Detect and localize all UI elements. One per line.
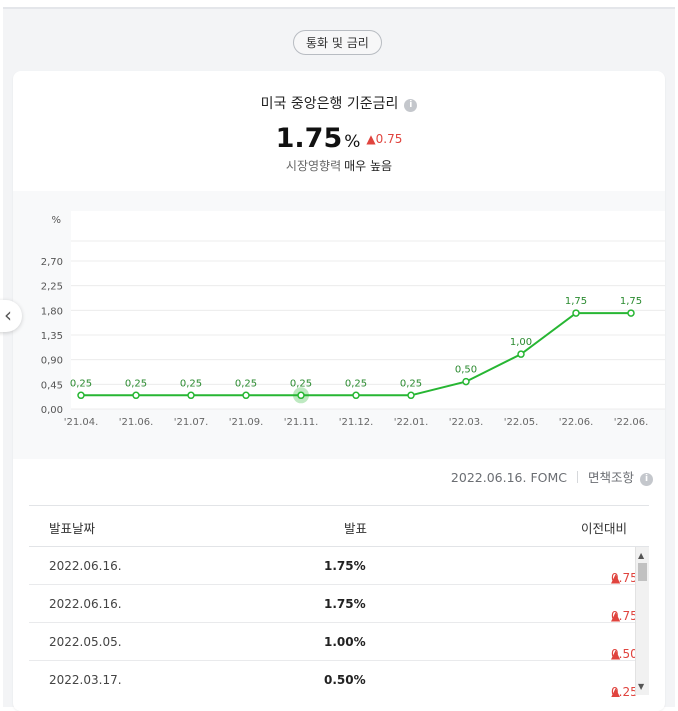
x-tick-label: '22.06. <box>614 417 649 428</box>
data-label: 1,75 <box>620 296 642 307</box>
source-row: 2022.06.16. FOMC 면책조항 i <box>451 467 653 486</box>
card-title: 미국 중앙은행 기준금리 i <box>13 93 665 113</box>
scroll-thumb[interactable] <box>638 563 647 581</box>
impact-label: 시장영향력 <box>285 159 342 173</box>
card-title-text: 미국 중앙은행 기준금리 <box>260 96 399 112</box>
y-tick-label: 2,25 <box>41 282 63 293</box>
data-point <box>132 391 140 400</box>
data-label: 0,25 <box>235 378 257 389</box>
scroll-down-icon[interactable]: ▼ <box>638 682 645 691</box>
data-point <box>627 309 635 317</box>
rate-unit: % <box>344 132 361 152</box>
y-tick-label: 1,80 <box>41 306 63 317</box>
rate-card: 미국 중앙은행 기준금리 i 1.75% ▲0.75 시장영향력 매우 높음 0,00… <box>13 71 665 711</box>
data-point <box>407 391 415 400</box>
x-tick-label: '21.11. <box>284 417 319 428</box>
data-point <box>77 391 85 400</box>
x-tick-label: '22.03. <box>449 417 484 428</box>
row-date: 2022.03.17. <box>49 673 122 687</box>
data-point <box>517 350 525 358</box>
y-tick-label: 0,00 <box>41 405 63 416</box>
x-tick-label: '21.04. <box>64 417 99 428</box>
y-tick-label: 2,70 <box>41 257 63 268</box>
rate-chart: 0,00 0,45 0,90 1,35 1,80 2,25 2,70% '21.04. '21.… <box>13 191 665 459</box>
market-impact: 시장영향력 매우 높음 <box>13 157 665 174</box>
row-date: 2022.06.16. <box>49 597 122 611</box>
data-label: 0,25 <box>400 378 422 389</box>
up-triangle-icon: ▲ <box>611 571 621 585</box>
info-icon[interactable]: i <box>404 99 418 112</box>
row-value: 0.50% <box>324 673 366 687</box>
row-value: 1.00% <box>324 635 366 649</box>
header-value: 발표 <box>344 521 368 536</box>
chevron-left-icon[interactable]: ‹ <box>0 300 22 332</box>
row-value: 1.75% <box>324 559 366 573</box>
data-point <box>462 377 470 386</box>
data-point <box>187 391 195 400</box>
data-point <box>572 309 580 317</box>
impact-value: 매우 높음 <box>344 159 393 173</box>
data-label: 0,25 <box>345 378 367 389</box>
rate-display: 1.75% ▲0.75 <box>13 123 665 154</box>
disclaimer-info-icon[interactable]: i <box>640 473 653 486</box>
panel-container: 통화 및 금리 미국 중앙은행 기준금리 i 1.75% ▲0.75 시장영향력 매우… <box>3 7 675 711</box>
table-row: 2022.06.16. 1.75% ▲ 0.75 <box>29 547 649 585</box>
row-value: 1.75% <box>324 597 366 611</box>
data-label: 1,00 <box>510 337 532 348</box>
x-tick-label: '22.01. <box>394 417 429 428</box>
y-tick-label: 0,90 <box>41 356 63 367</box>
data-label: 0,25 <box>180 378 202 389</box>
x-tick-label: '21.06. <box>119 417 154 428</box>
data-label: 1,75 <box>565 296 587 307</box>
history-table: 발표날짜 발표 이전대비 2022.06.16. 1.75% ▲ 0.75 202… <box>29 505 649 697</box>
row-date: 2022.05.05. <box>49 635 122 649</box>
y-axis-label: % <box>51 215 61 226</box>
data-label: 0,25 <box>125 378 147 389</box>
x-tick-label: '21.07. <box>174 417 209 428</box>
line-chart: 0,00 0,45 0,90 1,35 1,80 2,25 2,70% '21.04. '21.… <box>41 211 665 428</box>
scroll-up-icon[interactable]: ▲ <box>638 551 645 560</box>
up-triangle-icon: ▲ <box>611 647 621 661</box>
x-tick-label: '21.09. <box>229 417 264 428</box>
table-row: 2022.06.16. 1.75% ▲ 0.75 <box>29 585 649 623</box>
table-body: 2022.06.16. 1.75% ▲ 0.75 2022.06.16. 1.75… <box>29 547 649 697</box>
table-header: 발표날짜 발표 이전대비 <box>29 505 649 547</box>
rate-change: ▲0.75 <box>366 132 403 146</box>
up-triangle-icon: ▲ <box>611 609 621 623</box>
data-point <box>352 391 360 400</box>
up-triangle-icon: ▲ <box>611 685 621 697</box>
disclaimer-link[interactable]: 면책조항 <box>587 470 634 485</box>
data-point <box>242 391 250 400</box>
table-row: 2022.03.17. 0.50% ▲ 0.25 <box>29 661 649 697</box>
table-scrollbar[interactable]: ▲ ▼ <box>635 547 649 695</box>
source-label: 2022.06.16. FOMC <box>450 470 567 485</box>
x-tick-label: '22.06. <box>559 417 594 428</box>
y-tick-label: 0,45 <box>41 380 63 391</box>
data-point <box>297 391 305 400</box>
x-tick-label: '22.05. <box>504 417 539 428</box>
data-label: 0,25 <box>70 378 92 389</box>
divider <box>576 471 578 483</box>
rate-value: 1.75 <box>275 123 343 154</box>
y-tick-label: 1,35 <box>41 331 63 342</box>
row-date: 2022.06.16. <box>49 559 122 573</box>
header-change: 이전대비 <box>580 521 627 536</box>
header-date: 발표날짜 <box>49 521 96 536</box>
data-label: 0,50 <box>455 365 477 376</box>
up-triangle-icon: ▲ <box>366 132 376 146</box>
x-tick-label: '21.12. <box>339 417 374 428</box>
section-tab[interactable]: 통화 및 금리 <box>293 30 382 55</box>
table-row: 2022.05.05. 1.00% ▲ 0.50 <box>29 623 649 661</box>
data-label: 0,25 <box>290 378 312 389</box>
